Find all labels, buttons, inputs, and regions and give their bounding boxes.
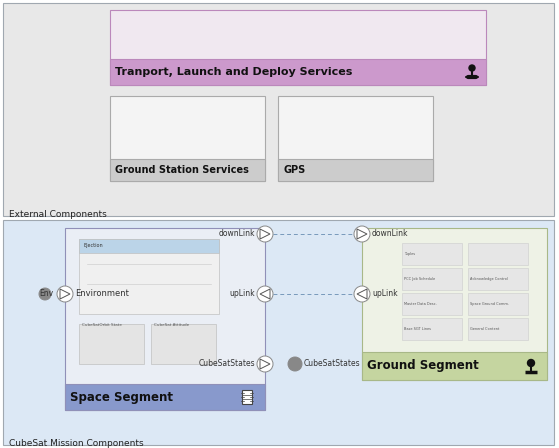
Bar (151, 324, 216, 364)
Text: Ground Segment: Ground Segment (367, 359, 479, 372)
Bar (402, 318, 462, 340)
Text: General Content: General Content (470, 327, 499, 331)
Polygon shape (260, 359, 270, 369)
Text: CubeSat Attitude: CubeSat Attitude (154, 323, 189, 327)
Text: GPS: GPS (283, 165, 305, 175)
Bar (402, 293, 462, 315)
Bar (402, 243, 462, 265)
Bar (65, 384, 265, 410)
Bar (79, 324, 144, 364)
Polygon shape (357, 289, 367, 299)
Bar (242, 390, 252, 404)
Polygon shape (260, 289, 270, 299)
Bar (278, 96, 433, 181)
Circle shape (39, 288, 51, 300)
Text: upLink: upLink (229, 289, 255, 298)
Bar (110, 159, 265, 181)
Circle shape (257, 356, 273, 372)
Text: Base SGT Lines: Base SGT Lines (404, 327, 431, 331)
Text: External Components: External Components (9, 210, 107, 219)
Text: Env: Env (39, 289, 53, 298)
Bar (79, 239, 219, 253)
Bar (79, 239, 219, 314)
Circle shape (354, 286, 370, 302)
Text: CubeSatOrbit State: CubeSatOrbit State (82, 323, 122, 327)
Bar (110, 96, 265, 181)
Text: Master Data Desc.: Master Data Desc. (404, 302, 437, 306)
Bar (468, 243, 528, 265)
Text: Ejection: Ejection (83, 244, 103, 249)
Bar (468, 268, 528, 290)
Text: CubeSatStates: CubeSatStates (304, 359, 361, 369)
Text: downLink: downLink (372, 229, 409, 238)
Text: Tuples: Tuples (404, 252, 415, 256)
Bar (402, 268, 462, 290)
Text: Environment: Environment (75, 289, 129, 298)
Bar (362, 352, 547, 380)
Text: CubeSat Mission Components: CubeSat Mission Components (9, 439, 144, 448)
Text: upLink: upLink (372, 289, 397, 298)
Bar (362, 228, 547, 380)
Circle shape (469, 65, 475, 71)
Text: downLink: downLink (219, 229, 255, 238)
Text: Ground Station Services: Ground Station Services (115, 165, 249, 175)
Text: CubeSatStates: CubeSatStates (198, 359, 255, 369)
Text: Acknowledge Control: Acknowledge Control (470, 277, 508, 281)
Circle shape (57, 286, 73, 302)
Circle shape (288, 357, 302, 371)
Polygon shape (60, 289, 70, 299)
Bar (65, 228, 265, 410)
Bar (468, 293, 528, 315)
Circle shape (354, 226, 370, 242)
Circle shape (257, 226, 273, 242)
Text: Tranport, Launch and Deploy Services: Tranport, Launch and Deploy Services (115, 67, 352, 77)
Bar (110, 59, 486, 85)
Bar (468, 318, 528, 340)
Text: Space Ground Comm.: Space Ground Comm. (470, 302, 509, 306)
Text: Space Segment: Space Segment (70, 391, 173, 404)
Text: PCC Job Schedule: PCC Job Schedule (404, 277, 435, 281)
Bar (3, 3, 554, 216)
Circle shape (528, 359, 534, 366)
Polygon shape (357, 229, 367, 239)
Circle shape (257, 286, 273, 302)
Bar (278, 159, 433, 181)
Polygon shape (260, 229, 270, 239)
Bar (3, 220, 554, 445)
Bar (110, 10, 486, 85)
